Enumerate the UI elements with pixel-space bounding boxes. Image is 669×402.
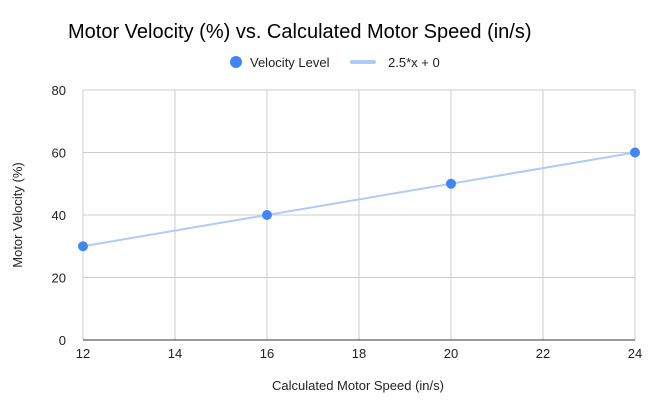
data-point[interactable] xyxy=(630,147,640,158)
x-tick-label: 18 xyxy=(352,346,366,361)
x-axis-ticks: 12 14 16 18 20 22 24 xyxy=(76,346,642,361)
legend-label-trendline: 2.5*x + 0 xyxy=(388,55,440,70)
data-point[interactable] xyxy=(446,178,456,189)
legend[interactable]: Velocity Level 2.5*x + 0 xyxy=(230,55,440,70)
x-tick-label: 12 xyxy=(76,346,90,361)
y-axis-label: Motor Velocity (%) xyxy=(10,162,25,267)
chart-title: Motor Velocity (%) vs. Calculated Motor … xyxy=(68,21,532,43)
gridlines xyxy=(82,89,636,341)
x-tick-label: 20 xyxy=(444,346,458,361)
x-tick-label: 16 xyxy=(260,346,274,361)
x-tick-label: 22 xyxy=(536,346,550,361)
x-tick-label: 24 xyxy=(628,346,642,361)
y-tick-label: 0 xyxy=(59,333,66,348)
trendline xyxy=(82,151,636,248)
legend-label-velocity-level: Velocity Level xyxy=(250,55,330,70)
x-tick-label: 14 xyxy=(168,346,182,361)
legend-marker-velocity-level xyxy=(230,56,242,68)
y-tick-label: 20 xyxy=(52,271,66,286)
x-axis-label: Calculated Motor Speed (in/s) xyxy=(272,378,444,393)
data-point[interactable] xyxy=(262,210,272,220)
legend-marker-trendline xyxy=(350,60,376,64)
y-tick-label: 80 xyxy=(52,83,66,98)
data-point[interactable] xyxy=(78,241,88,252)
y-axis-ticks: 0 20 40 60 80 xyxy=(52,83,66,348)
y-tick-label: 60 xyxy=(52,146,66,161)
y-tick-label: 40 xyxy=(52,208,66,223)
plot-series xyxy=(78,147,640,252)
